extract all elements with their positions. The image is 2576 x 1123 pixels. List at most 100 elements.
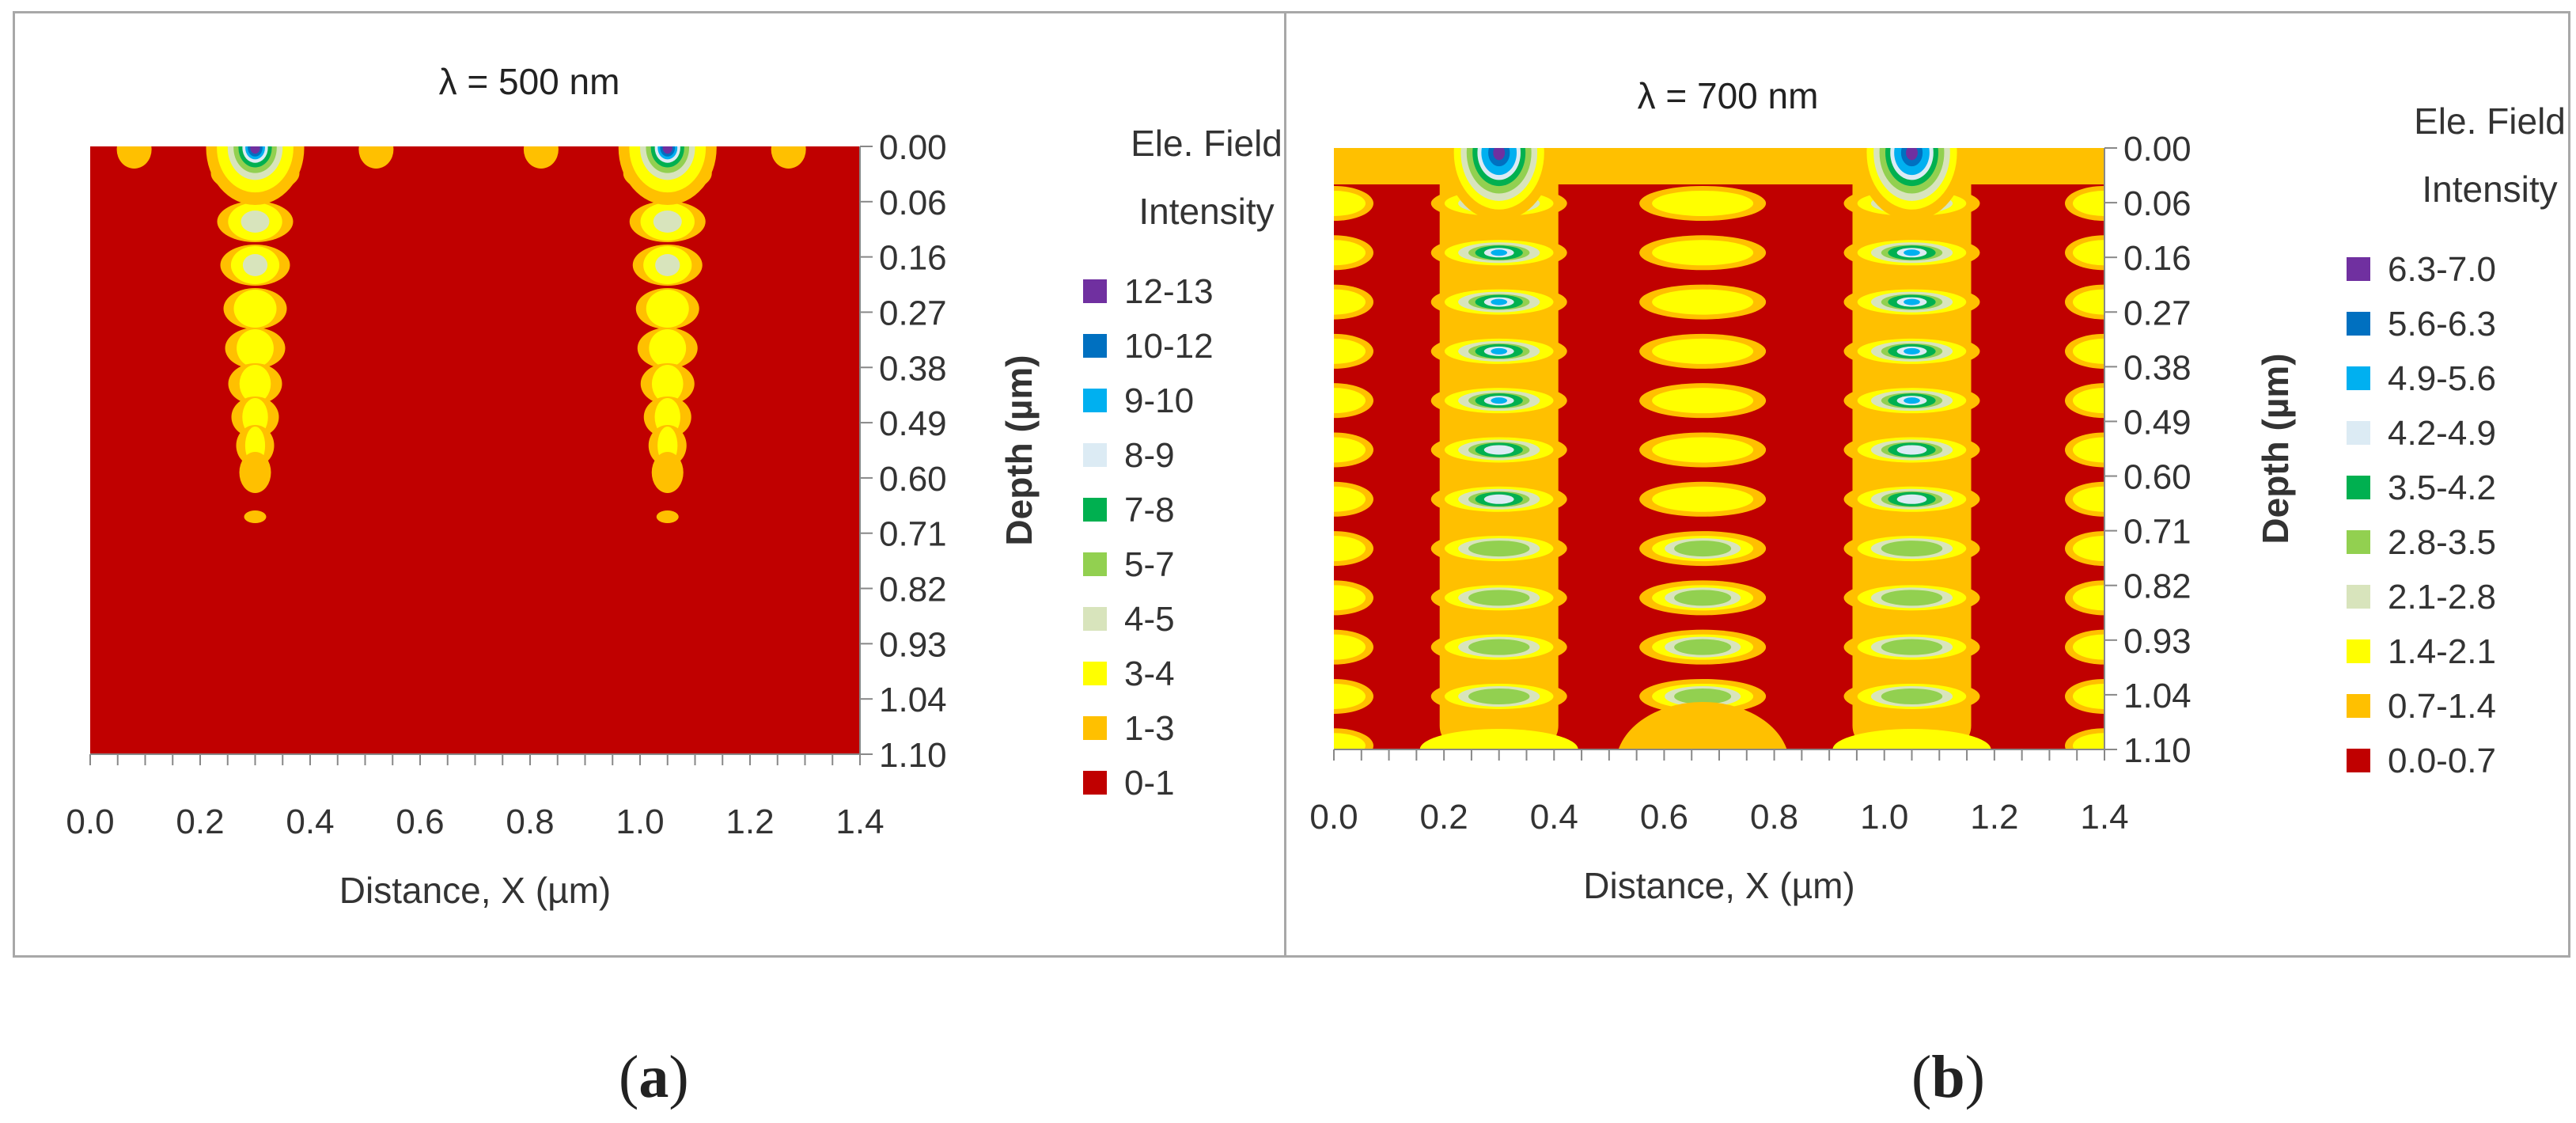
legend-label: 1-3 [1124, 709, 1175, 748]
field-band [1468, 688, 1530, 704]
field-band [239, 452, 271, 493]
legend-label: 3-4 [1124, 654, 1175, 693]
legend-label: 4.9-5.6 [2388, 359, 2496, 398]
y-tick-label: 0.06 [2123, 184, 2191, 223]
legend-swatch [1083, 607, 1107, 631]
field-band [656, 510, 679, 523]
y-tick-label: 0.27 [879, 294, 947, 332]
field-band [1491, 347, 1508, 355]
field-band [653, 211, 682, 233]
x-tick-label: 1.4 [2080, 798, 2128, 837]
field-band [1334, 191, 1366, 216]
field-band [1881, 688, 1943, 704]
x-tick-label: 0.6 [1640, 798, 1688, 837]
legend-swatch [2347, 257, 2370, 281]
y-tick-label: 0.71 [2123, 513, 2191, 552]
field-band [1483, 494, 1514, 504]
legend-swatch [2347, 694, 2370, 718]
field-band [651, 365, 684, 403]
legend-swatch [2347, 476, 2370, 499]
legend-title: Intensity [2422, 169, 2557, 210]
x-tick-label: 1.2 [1970, 798, 2018, 837]
field-band [1419, 729, 1578, 749]
field-band [2073, 634, 2104, 660]
field-band [2073, 338, 2104, 364]
heatmap-field [1334, 148, 2104, 749]
field-band [1674, 590, 1732, 606]
field-band [1674, 688, 1732, 704]
chart-title: λ = 500 nm [439, 61, 620, 102]
legend-swatch [2347, 366, 2370, 390]
y-tick-label: 0.16 [879, 239, 947, 278]
x-tick-label: 0.4 [1530, 798, 1578, 837]
y-tick-label: 0.38 [879, 349, 947, 388]
y-tick-label: 0.93 [2123, 622, 2191, 661]
field-band [1652, 191, 1754, 216]
legend-label: 5-7 [1124, 545, 1175, 584]
x-tick-label: 1.0 [616, 802, 664, 841]
field-hotspot [1906, 148, 1918, 161]
heatmap-chart-a: λ = 500 nm 0.0 0.2 0.4 0.6 0.8 1.0 1.2 1.4 Distan… [66, 61, 1282, 911]
field-band [2073, 486, 2104, 512]
field-band [244, 510, 267, 523]
field-band [2073, 240, 2104, 266]
y-tick-label: 0.93 [879, 625, 947, 664]
y-tick-label: 0.00 [879, 128, 947, 167]
legend-swatch [1083, 279, 1107, 303]
field-band [1334, 536, 1366, 562]
legend-swatch [1083, 771, 1107, 795]
field-band [1468, 541, 1530, 557]
field-band [1334, 634, 1366, 660]
field-band [1652, 437, 1754, 463]
panel-label-b: (b) [1911, 1044, 1985, 1110]
y-tick-label: 0.16 [2123, 239, 2191, 278]
x-tick-label: 0.8 [1750, 798, 1798, 837]
chart-title: λ = 700 nm [1638, 75, 1819, 116]
field-band [1652, 289, 1754, 315]
x-axis-title: Distance, X (µm) [1583, 865, 1854, 906]
y-tick-label: 0.27 [2123, 294, 2191, 332]
field-band [2073, 437, 2104, 463]
x-tick-label: 0.2 [1420, 798, 1468, 837]
side-blob [358, 146, 394, 169]
legend-swatch [2347, 749, 2370, 772]
field-band [1652, 388, 1754, 414]
y-tick-label: 1.04 [2123, 677, 2191, 715]
field-band [2073, 585, 2104, 611]
field-band [1483, 445, 1514, 455]
field-band [1881, 590, 1943, 606]
field-band [1334, 437, 1366, 463]
field-band [1896, 494, 1927, 504]
x-tick-label: 0.4 [286, 802, 334, 841]
field-hotspot [250, 146, 260, 154]
x-tick-label: 0.2 [176, 802, 224, 841]
legend-label: 4-5 [1124, 600, 1175, 639]
field-band [239, 365, 271, 403]
side-blob [771, 146, 806, 169]
legend-title: Intensity [1138, 191, 1274, 232]
field-band [1618, 702, 1787, 749]
field-band [1334, 240, 1366, 266]
field-band [242, 254, 268, 276]
field-band [655, 254, 680, 276]
field-band [649, 329, 687, 367]
legend-swatch [2347, 530, 2370, 554]
field-band [646, 290, 689, 328]
legend-swatch [2347, 312, 2370, 336]
y-tick-label: 0.60 [879, 460, 947, 499]
figure-panel-a: λ = 500 nm 0.0 0.2 0.4 0.6 0.8 1.0 1.2 1.4 Distan… [13, 11, 1294, 958]
y-tick-label: 0.38 [2123, 348, 2191, 387]
field-band [1881, 541, 1943, 557]
legend-swatch [1083, 662, 1107, 685]
figure-panel-b: λ = 700 nm 0.0 0.2 0.4 0.6 0.8 1.0 1.2 1.4 Distan… [1284, 11, 2570, 958]
field-band [1652, 486, 1754, 512]
y-tick-label: 0.82 [2123, 567, 2191, 606]
legend-label: 3.5-4.2 [2388, 469, 2496, 507]
legend-label: 2.1-2.8 [2388, 578, 2496, 617]
field-band [1334, 683, 1366, 709]
x-tick-label: 0.8 [506, 802, 554, 841]
legend-label: 0-1 [1124, 764, 1175, 802]
legend-swatch [1083, 498, 1107, 522]
heatmap-background [90, 146, 860, 754]
legend-swatch [1083, 443, 1107, 467]
